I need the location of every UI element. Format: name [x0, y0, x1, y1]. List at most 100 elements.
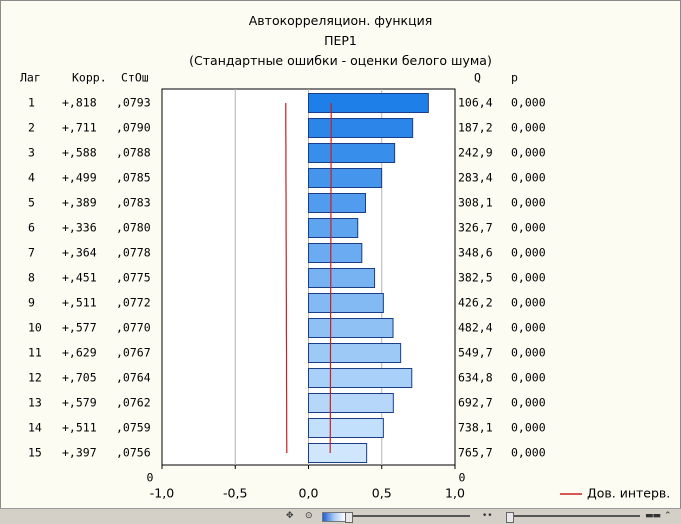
acf-bar — [308, 318, 394, 338]
acf-bar — [308, 168, 383, 188]
acf-bar — [308, 418, 384, 438]
scroll-end-icon[interactable]: ▬▬ — [645, 511, 661, 521]
se-label: ,0783 — [116, 196, 151, 210]
p-label: 0,000 — [511, 346, 546, 360]
se-label: ,0785 — [116, 171, 151, 185]
x-tick-label: -0,5 — [223, 486, 247, 501]
upper-confidence-line — [329, 103, 332, 454]
se-label: ,0775 — [116, 271, 151, 285]
chart-title: Автокорреляцион. функция — [248, 13, 433, 28]
q-label: 187,2 — [458, 121, 493, 135]
scroll-track[interactable] — [512, 515, 640, 517]
p-label: 0,000 — [511, 171, 546, 185]
acf-bar — [308, 293, 384, 313]
lag-label: 6 — [28, 221, 35, 235]
p-label: 0,000 — [511, 321, 546, 335]
acf-bar — [308, 343, 402, 363]
corr-label: +,451 — [62, 271, 97, 285]
q-label: 106,4 — [458, 96, 493, 110]
corr-label: +,511 — [62, 296, 97, 310]
q-label: 348,6 — [458, 246, 493, 260]
lag-label: 1 — [28, 96, 35, 110]
corr-label: +,389 — [62, 196, 97, 210]
se-label: ,0764 — [116, 371, 151, 385]
acf-bar — [308, 243, 363, 263]
p-label: 0,000 — [511, 146, 546, 160]
corr-label: +,579 — [62, 396, 97, 410]
q-label: 426,2 — [458, 296, 493, 310]
acf-bar — [308, 143, 396, 163]
lag-label: 4 — [28, 171, 35, 185]
lag-label: 8 — [28, 271, 35, 285]
lag-label: 2 — [28, 121, 35, 135]
lower-confidence-line — [285, 103, 288, 454]
corr-label: +,336 — [62, 221, 97, 235]
se-label: ,0793 — [116, 96, 151, 110]
color-scale-icon — [322, 512, 346, 522]
se-label: ,0790 — [116, 121, 151, 135]
se-label: ,0788 — [116, 146, 151, 160]
p-label: 0,000 — [511, 221, 546, 235]
corr-label: +,705 — [62, 371, 97, 385]
corr-label: +,397 — [62, 446, 97, 460]
p-label: 0,000 — [511, 446, 546, 460]
p-label: 0,000 — [511, 271, 546, 285]
header-p: p — [511, 71, 518, 85]
acf-bar — [308, 218, 359, 238]
lag-label: 3 — [28, 146, 35, 160]
expand-icon[interactable]: ⌃ — [664, 511, 672, 521]
lag-label: 15 — [28, 446, 42, 460]
scroll-thumb-left[interactable] — [506, 512, 514, 523]
q-label: 692,7 — [458, 396, 493, 410]
p-label: 0,000 — [511, 246, 546, 260]
p-label: 0,000 — [511, 421, 546, 435]
q-label: 326,7 — [458, 221, 493, 235]
chart-subtitle: ПЕР1 — [324, 33, 357, 48]
se-label: ,0762 — [116, 396, 151, 410]
se-label: ,0767 — [116, 346, 151, 360]
slider-track[interactable] — [350, 515, 470, 517]
legend-label: Дов. интерв. — [587, 486, 670, 501]
q-label: 738,1 — [458, 421, 493, 435]
lag-label: 7 — [28, 246, 35, 260]
corr-label: +,577 — [62, 321, 97, 335]
acf-bar — [308, 268, 376, 288]
chart-note: (Стандартные ошибки - оценки белого шума… — [189, 53, 492, 68]
acf-bar — [308, 368, 413, 388]
q-label: 308,1 — [458, 196, 493, 210]
p-label: 0,000 — [511, 196, 546, 210]
corr-label: +,588 — [62, 146, 97, 160]
acf-bar — [308, 193, 366, 213]
header-lag: Лаг — [20, 71, 41, 85]
lag-label: 9 — [28, 296, 35, 310]
q-label: 283,4 — [458, 171, 493, 185]
lag-label: 5 — [28, 196, 35, 210]
slider-thumb[interactable] — [345, 512, 353, 523]
lag-label: 10 — [28, 321, 42, 335]
se-label: ,0756 — [116, 446, 151, 460]
status-bar: ✥ ⊙ •• ▬▬ ⌃ — [0, 508, 681, 524]
q-label: 382,5 — [458, 271, 493, 285]
p-label: 0,000 — [511, 396, 546, 410]
corr-label: +,818 — [62, 96, 97, 110]
p-label: 0,000 — [511, 121, 546, 135]
p-label: 0,000 — [511, 96, 546, 110]
acf-bar — [308, 93, 429, 113]
header-se: СтОш — [121, 71, 149, 85]
zero-label-right: 0 — [459, 471, 466, 485]
se-label: ,0770 — [116, 321, 151, 335]
q-label: 242,9 — [458, 146, 493, 160]
navigate-icon[interactable]: ✥ — [286, 511, 294, 521]
zoom-icon[interactable]: ⊙ — [305, 511, 313, 521]
acf-bar — [308, 443, 368, 463]
p-label: 0,000 — [511, 371, 546, 385]
corr-label: +,711 — [62, 121, 97, 135]
se-label: ,0778 — [116, 246, 151, 260]
acf-bar — [308, 393, 394, 413]
lag-label: 13 — [28, 396, 42, 410]
x-tick-label: 1,0 — [445, 486, 465, 501]
corr-label: +,364 — [62, 246, 97, 260]
q-label: 765,7 — [458, 446, 493, 460]
acf-bar — [308, 118, 414, 138]
lag-label: 12 — [28, 371, 42, 385]
